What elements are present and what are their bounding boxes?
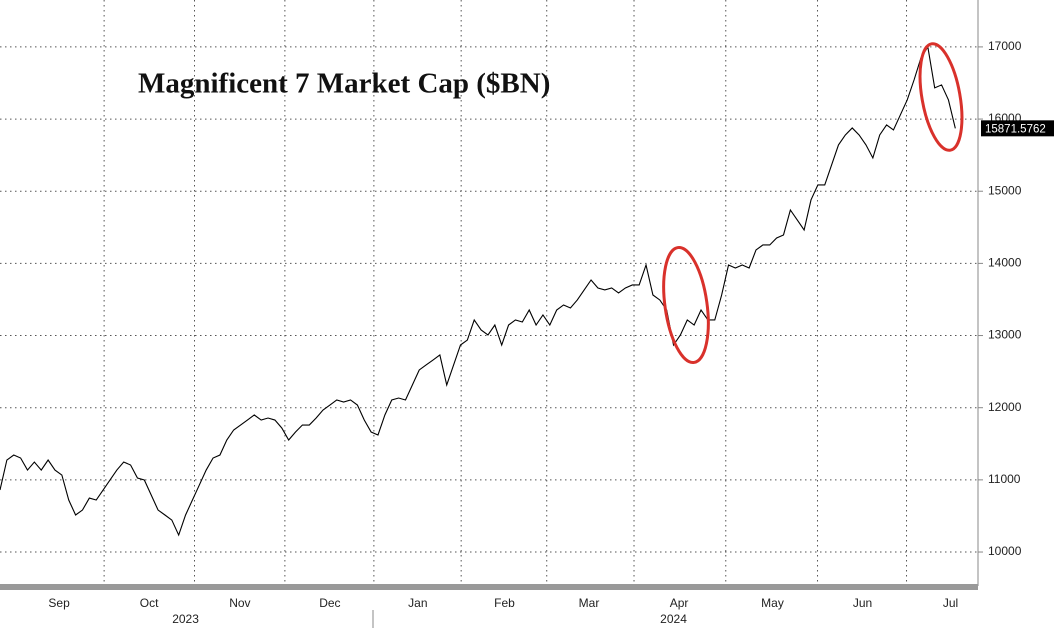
y-tick-label: 15000	[988, 183, 1022, 197]
x-tick-label: Feb	[494, 596, 515, 610]
year-label: 2023	[172, 612, 199, 626]
price-line	[0, 45, 956, 537]
x-tick-label: Sep	[48, 596, 70, 610]
x-tick-label: Dec	[319, 596, 340, 610]
y-tick-label: 10000	[988, 544, 1022, 558]
x-tick-label: Mar	[579, 596, 600, 610]
x-tick-label: Oct	[140, 596, 159, 610]
year-label: 2024	[660, 612, 687, 626]
y-tick-label: 14000	[988, 256, 1022, 270]
highlight-ellipse	[918, 42, 964, 152]
last-value-label: 15871.5762	[985, 123, 1046, 135]
x-tick-label: Apr	[670, 596, 689, 610]
x-tick-label: Jul	[943, 596, 958, 610]
x-tick-label: May	[761, 596, 784, 610]
last-value-box	[981, 120, 1054, 137]
x-tick-label: Jun	[853, 596, 872, 610]
y-tick-label: 12000	[988, 400, 1022, 414]
plot	[0, 45, 956, 537]
y-tick-label: 13000	[988, 328, 1022, 342]
chart-title: Magnificent 7 Market Cap ($BN)	[138, 68, 550, 100]
x-tick-label: Jan	[408, 596, 427, 610]
x-axis-band	[0, 584, 978, 590]
x-tick-label: Nov	[229, 596, 250, 610]
y-tick-label: 17000	[988, 39, 1022, 53]
highlight-ellipse	[662, 245, 710, 365]
y-tick-label: 11000	[988, 472, 1021, 486]
